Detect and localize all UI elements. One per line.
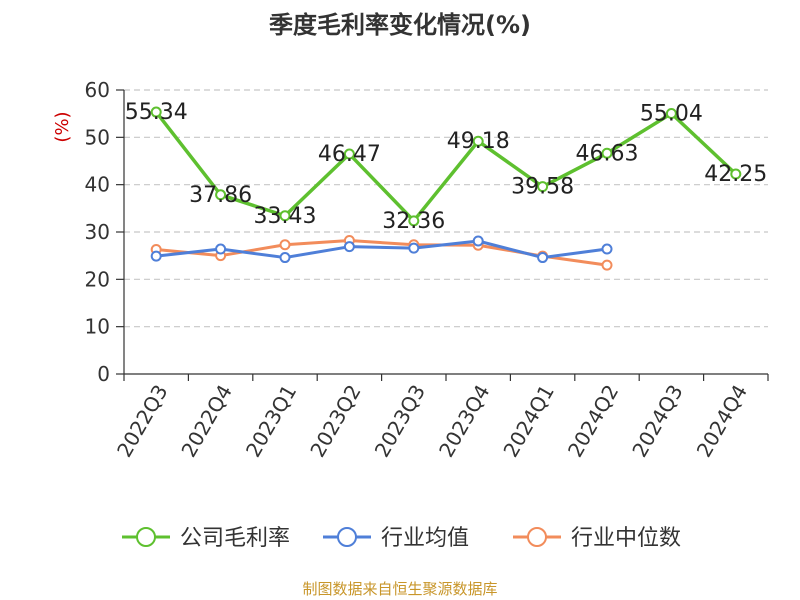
x-tick-label: 2023Q2 <box>305 381 365 462</box>
y-tick-label: 40 <box>85 173 110 197</box>
x-tick-label: 2024Q3 <box>627 381 687 462</box>
y-axis-unit: (%) <box>52 111 73 142</box>
legend-label: 行业中位数 <box>571 526 681 551</box>
data-label: 46.47 <box>318 142 381 167</box>
data-point <box>343 241 355 253</box>
y-tick-label: 0 <box>97 362 110 386</box>
data-point <box>215 243 227 255</box>
series-line <box>154 110 737 223</box>
y-tick-label: 60 <box>85 78 110 102</box>
data-point <box>279 252 291 264</box>
y-tick-label: 20 <box>85 267 110 291</box>
legend: 公司毛利率 行业均值 行业中位数 <box>122 526 681 551</box>
data-point <box>279 239 291 251</box>
data-point <box>150 250 162 262</box>
data-point <box>601 147 613 159</box>
y-tick-label: 30 <box>85 220 110 244</box>
legend-item: 行业均值 <box>323 526 469 551</box>
legend-marker <box>136 527 156 547</box>
x-tick-label: 2024Q1 <box>498 381 558 462</box>
legend-item: 行业中位数 <box>513 526 681 551</box>
data-label: 46.63 <box>576 141 639 166</box>
data-label: 37.86 <box>189 183 252 208</box>
x-tick-label: 2023Q4 <box>434 381 494 462</box>
data-point <box>730 168 742 180</box>
data-point <box>343 148 355 160</box>
data-point <box>537 252 549 264</box>
legend-marker <box>527 527 547 547</box>
legend-label: 行业均值 <box>381 526 469 551</box>
data-label: 33.43 <box>254 204 317 229</box>
x-tick-label: 2024Q4 <box>692 381 752 462</box>
data-point <box>472 135 484 147</box>
data-label: 32.36 <box>382 209 445 234</box>
data-point <box>601 243 613 255</box>
data-label: 55.04 <box>640 101 703 126</box>
data-point <box>408 215 420 227</box>
y-tick-label: 10 <box>85 315 110 339</box>
chart-title: 季度毛利率变化情况(%) <box>269 11 531 39</box>
data-point <box>665 107 677 119</box>
legend-marker <box>337 527 357 547</box>
x-tick-label: 2023Q3 <box>370 381 430 462</box>
data-point <box>537 181 549 193</box>
x-tick-label: 2023Q1 <box>241 381 301 462</box>
legend-label: 公司毛利率 <box>180 526 290 551</box>
source-note: 制图数据来自恒生聚源数据库 <box>302 580 497 598</box>
data-label: 39.58 <box>511 175 574 200</box>
x-tick-label: 2022Q4 <box>176 381 236 462</box>
x-tick-label: 2022Q3 <box>112 381 172 462</box>
data-label: 42.25 <box>704 162 767 187</box>
data-point <box>472 235 484 247</box>
series-1 <box>150 235 613 264</box>
data-point <box>215 189 227 201</box>
data-point <box>601 259 613 271</box>
legend-item: 公司毛利率 <box>122 526 290 551</box>
data-point <box>279 210 291 222</box>
grid <box>124 89 768 328</box>
data-label: 55.34 <box>125 100 188 125</box>
data-point <box>150 106 162 118</box>
data-label: 49.18 <box>447 129 510 154</box>
data-point <box>408 242 420 254</box>
series-line <box>156 239 608 260</box>
x-tick-label: 2024Q2 <box>563 381 623 462</box>
y-tick-label: 50 <box>85 125 110 149</box>
